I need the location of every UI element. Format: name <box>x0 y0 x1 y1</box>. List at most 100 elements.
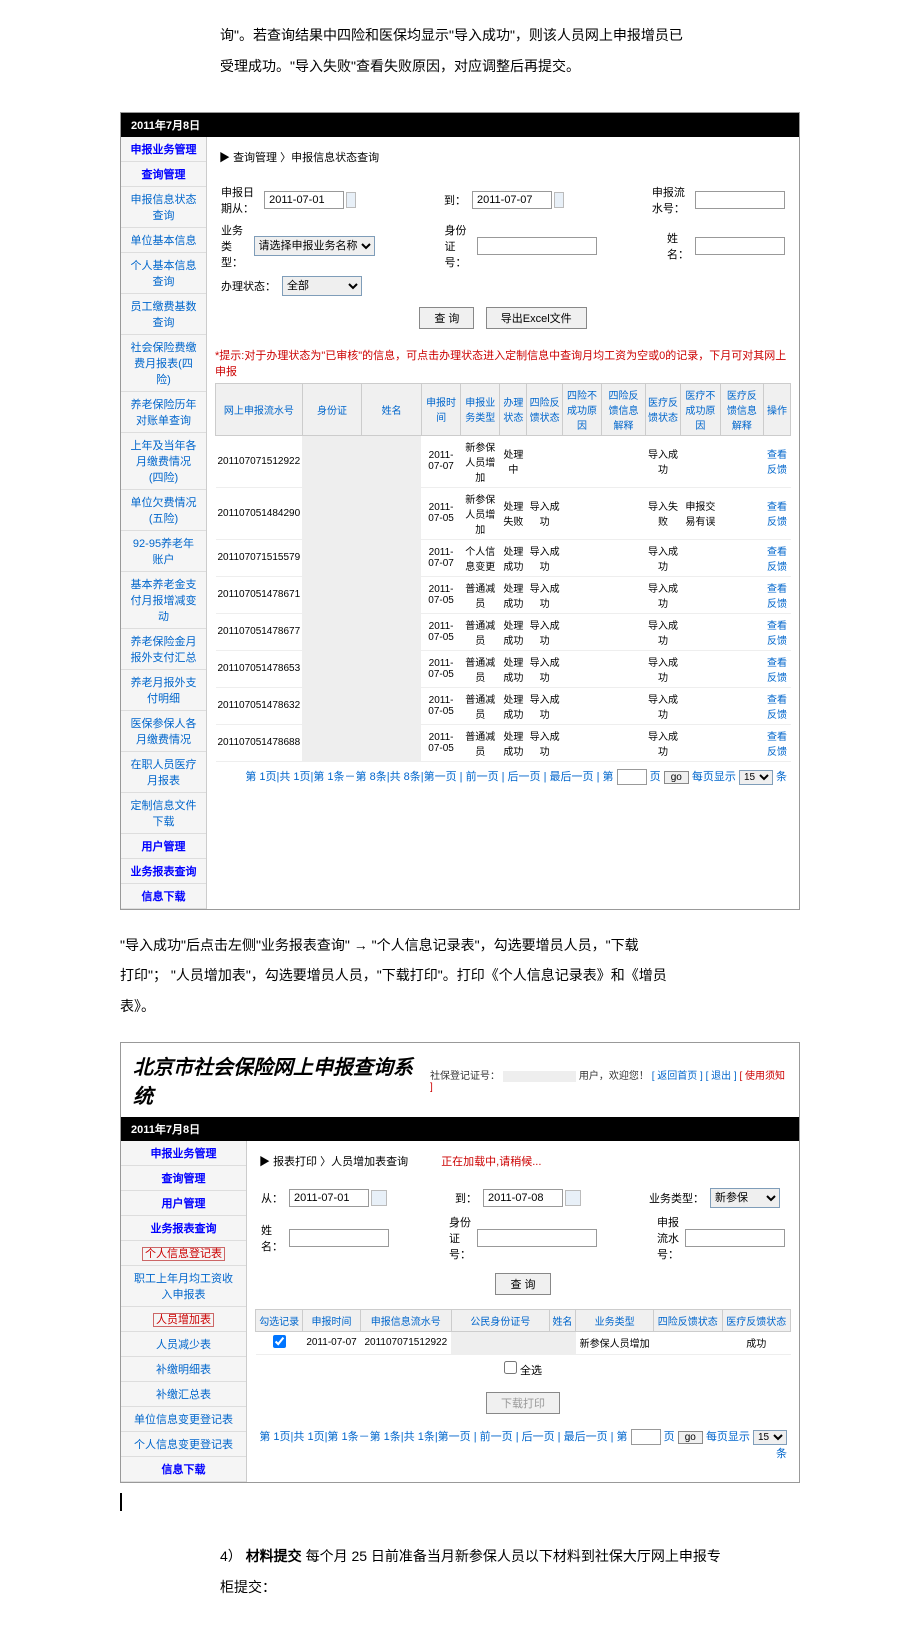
sidebar-item[interactable]: 单位信息变更登记表 <box>121 1407 246 1432</box>
pager-page-input[interactable] <box>631 1429 661 1445</box>
sidebar-h3[interactable]: 用户管理 <box>121 834 206 859</box>
pager-page-input[interactable] <box>617 769 647 785</box>
arrow-icon: → <box>354 937 368 953</box>
sidebar-item[interactable]: 在职人员医疗月报表 <box>121 752 206 793</box>
sidebar-h5[interactable]: 信息下载 <box>121 1457 246 1482</box>
sidebar-item[interactable]: 养老保险金月报外支付汇总 <box>121 629 206 670</box>
sidebar-item[interactable]: 个人信息登记表 <box>121 1241 246 1266</box>
pager-size-select[interactable]: 15 <box>753 1430 787 1445</box>
sidebar-item[interactable]: 人员减少表 <box>121 1332 246 1357</box>
top-links[interactable]: [ 返回首页 ] [ 退出 ] <box>652 1071 737 1082</box>
column-header: 四险反馈状态 <box>654 1309 722 1331</box>
main-panel: 报表打印 〉人员增加表查询 正在加载中,请稍候... 从： 到： 业务类型： 新… <box>247 1141 799 1482</box>
sidebar-item[interactable]: 医保参保人各月缴费情况 <box>121 711 206 752</box>
table-row: 201107051484290000000000000000000002011-… <box>216 487 791 539</box>
name-label: 姓名： <box>667 230 689 262</box>
sidebar-h1[interactable]: 申报业务管理 <box>121 1141 246 1166</box>
name-input[interactable] <box>695 237 785 255</box>
status-select[interactable]: 全部 <box>282 276 362 296</box>
sidebar-item[interactable]: 申报信息状态查询 <box>121 187 206 228</box>
column-header: 申报时间 <box>421 383 460 435</box>
column-header: 身份证 <box>302 383 362 435</box>
sidebar-h2[interactable]: 查询管理 <box>121 162 206 187</box>
column-header: 医疗反馈状态 <box>645 383 680 435</box>
sidebar-item[interactable]: 职工上年月均工资收入申报表 <box>121 1266 246 1307</box>
sidebar-item[interactable]: 定制信息文件下载 <box>121 793 206 834</box>
sidebar-h4[interactable]: 业务报表查询 <box>121 859 206 884</box>
breadcrumb: 查询管理 〉申报信息状态查询 <box>215 145 791 175</box>
column-header: 业务类型 <box>576 1309 654 1331</box>
date-to-input[interactable] <box>472 191 552 209</box>
calendar-icon[interactable] <box>565 1190 581 1206</box>
view-feedback-link[interactable]: 查看反馈 <box>767 450 787 476</box>
column-header: 网上申报流水号 <box>216 383 303 435</box>
results-table: 勾选记录申报时间申报信息流水号公民身份证号姓名业务类型四险反馈状态医疗反馈状态 … <box>255 1309 791 1355</box>
sidebar-h3[interactable]: 用户管理 <box>121 1191 246 1216</box>
sidebar-h1[interactable]: 申报业务管理 <box>121 137 206 162</box>
calendar-icon[interactable] <box>371 1190 387 1206</box>
download-print-button[interactable]: 下载打印 <box>486 1392 560 1414</box>
date-from-label: 申报日期从： <box>221 184 258 216</box>
query-button[interactable]: 查 询 <box>419 307 474 329</box>
sidebar-item[interactable]: 基本养老金支付月报增减变动 <box>121 572 206 629</box>
sidebar-item[interactable]: 个人基本信息查询 <box>121 253 206 294</box>
intro-paragraph: 询"。若查询结果中四险和医保均显示"导入成功"，则该人员网上申报增员已 受理成功… <box>0 0 920 102</box>
sidebar-item[interactable]: 补缴明细表 <box>121 1357 246 1382</box>
view-feedback-link[interactable]: 查看反馈 <box>767 621 787 647</box>
type-select[interactable]: 新参保 <box>710 1188 780 1208</box>
sidebar-item[interactable]: 个人信息变更登记表 <box>121 1432 246 1457</box>
sidebar-h2[interactable]: 查询管理 <box>121 1166 246 1191</box>
calendar-icon[interactable] <box>346 192 356 208</box>
from-input[interactable] <box>289 1189 369 1207</box>
name-input[interactable] <box>289 1229 389 1247</box>
type-select[interactable]: 请选择申报业务名称 <box>254 236 375 256</box>
system-title-bar: 北京市社会保险网上申报查询系统 社保登记证号： 000000 用户，欢迎您！ [… <box>121 1043 799 1117</box>
table-row: 201107071512922000000000000000000002011-… <box>216 435 791 487</box>
text-cursor <box>120 1493 122 1511</box>
date-header: 2011年7月8日 <box>121 1117 799 1141</box>
table-row: 201107051478677000000000000000000002011-… <box>216 613 791 650</box>
view-feedback-link[interactable]: 查看反馈 <box>767 732 787 758</box>
view-feedback-link[interactable]: 查看反馈 <box>767 584 787 610</box>
sidebar-item[interactable]: 92-95养老年账户 <box>121 531 206 572</box>
to-input[interactable] <box>483 1189 563 1207</box>
sidebar-h5[interactable]: 信息下载 <box>121 884 206 909</box>
view-feedback-link[interactable]: 查看反馈 <box>767 547 787 573</box>
date-from-input[interactable] <box>264 191 344 209</box>
mid-paragraph: "导入成功"后点击左侧"业务报表查询" → "个人信息记录表"，勾选要增员人员，… <box>0 920 920 1032</box>
view-feedback-link[interactable]: 查看反馈 <box>767 502 787 528</box>
intro-line2: 受理成功。"导入失败"查看失败原因，对应调整后再提交。 <box>220 51 780 82</box>
calendar-icon[interactable] <box>554 192 564 208</box>
sidebar-item[interactable]: 员工缴费基数查询 <box>121 294 206 335</box>
column-header: 医疗不成功原因 <box>681 383 720 435</box>
sidebar-item[interactable]: 单位欠费情况(五险) <box>121 490 206 531</box>
pager-go-button[interactable]: go <box>678 1431 703 1444</box>
pager-size-select[interactable]: 15 <box>739 770 773 785</box>
breadcrumb: 报表打印 〉人员增加表查询 正在加载中,请稍候... <box>255 1149 791 1179</box>
type-label: 业务类型： <box>221 222 248 270</box>
sidebar-item[interactable]: 养老保险历年对账单查询 <box>121 392 206 433</box>
table-row: 201107051478671000000000000000000002011-… <box>216 576 791 613</box>
pager: 第 1页|共 1页|第 1条－第 8条|共 8条|第一页 | 前一页 | 后一页… <box>215 762 791 792</box>
serial-input[interactable] <box>685 1229 785 1247</box>
select-all-checkbox[interactable] <box>504 1361 517 1374</box>
sidebar-item[interactable]: 人员增加表 <box>121 1307 246 1332</box>
id-input[interactable] <box>477 237 597 255</box>
view-feedback-link[interactable]: 查看反馈 <box>767 695 787 721</box>
row-checkbox[interactable] <box>273 1335 286 1348</box>
column-header: 姓名 <box>549 1309 575 1331</box>
id-input[interactable] <box>477 1229 597 1247</box>
sidebar-item[interactable]: 单位基本信息 <box>121 228 206 253</box>
sidebar-item[interactable]: 上年及当年各月缴费情况(四险) <box>121 433 206 490</box>
serial-input[interactable] <box>695 191 785 209</box>
query-button[interactable]: 查 询 <box>495 1273 550 1295</box>
sidebar-h4[interactable]: 业务报表查询 <box>121 1216 246 1241</box>
pager-go-button[interactable]: go <box>664 771 689 784</box>
view-feedback-link[interactable]: 查看反馈 <box>767 658 787 684</box>
screenshot-query-status: 2011年7月8日 申报业务管理 查询管理 申报信息状态查询单位基本信息个人基本… <box>120 112 800 910</box>
sidebar-item[interactable]: 养老月报外支付明细 <box>121 670 206 711</box>
sidebar-item[interactable]: 补缴汇总表 <box>121 1382 246 1407</box>
export-button[interactable]: 导出Excel文件 <box>486 307 587 329</box>
sidebar-item[interactable]: 社会保险费缴费月报表(四险) <box>121 335 206 392</box>
name-label: 姓名： <box>261 1222 283 1254</box>
